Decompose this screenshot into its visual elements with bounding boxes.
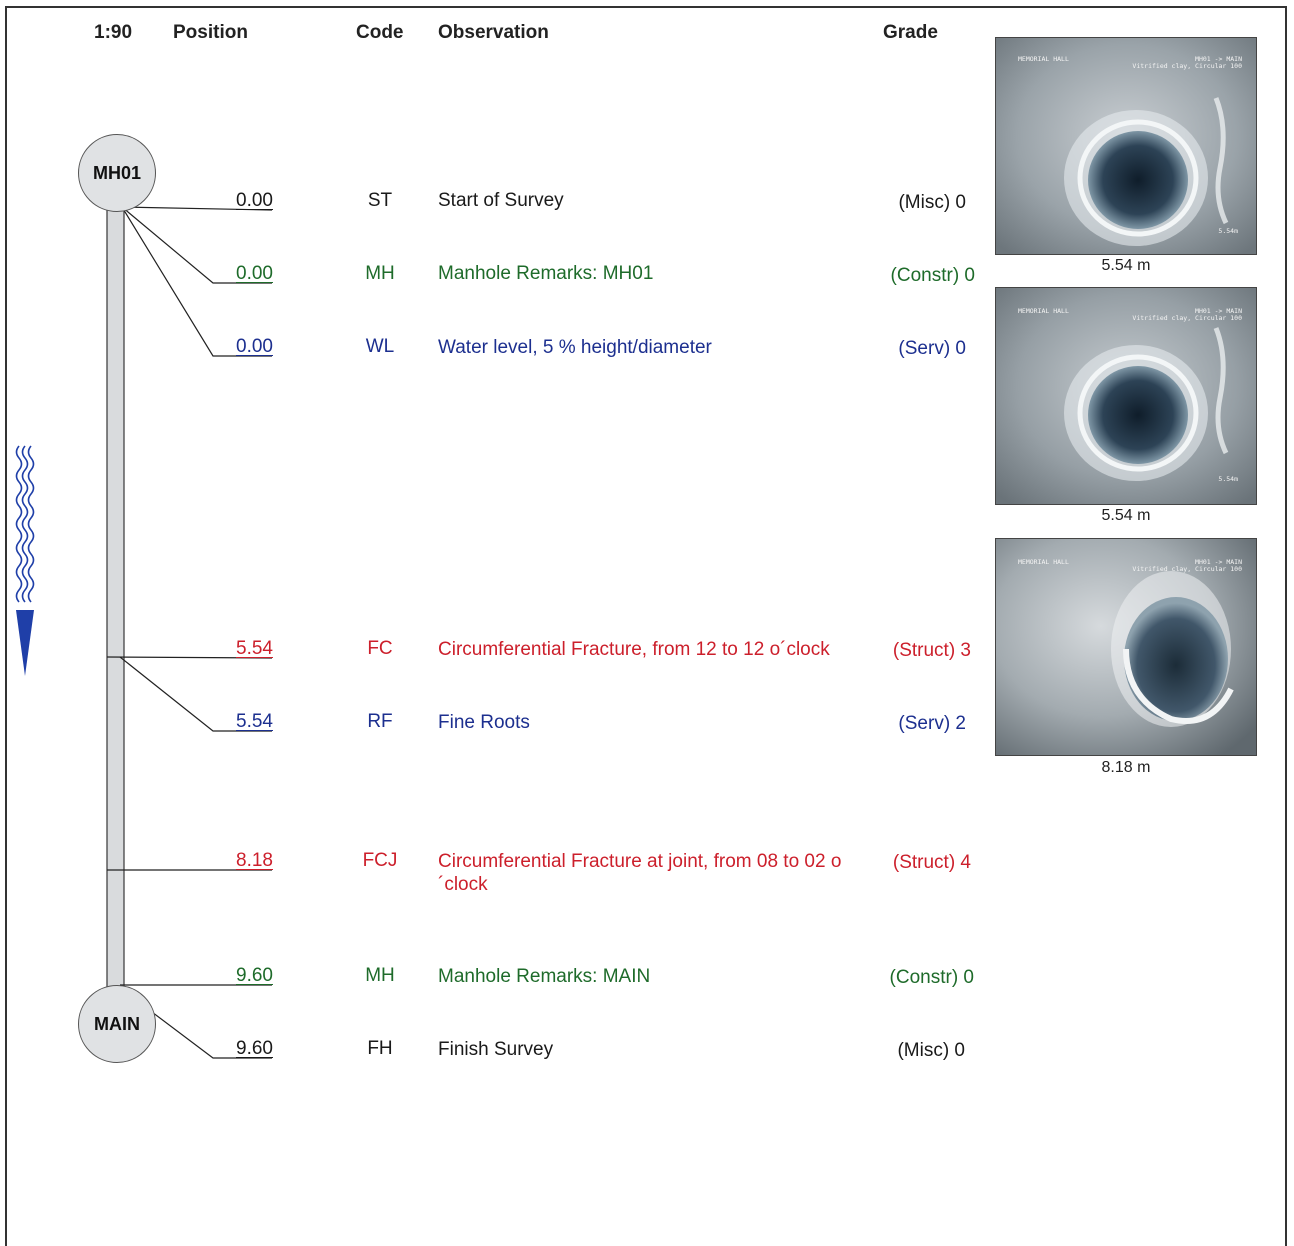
grade-value: (Constr) 0: [889, 967, 974, 988]
overlay-distance: 5.54m: [1218, 475, 1238, 483]
photo-caption: 8.18 m: [1101, 759, 1151, 776]
grade-value: (Misc) 0: [897, 1040, 965, 1061]
observation-text: Manhole Remarks: MH01: [438, 263, 654, 284]
leader-line: [135, 999, 272, 1059]
observation-text: Circumferential Fracture, from 12 to 12 …: [438, 639, 830, 660]
position-value: 9.60: [236, 965, 273, 986]
observation-text: Circumferential Fracture at joint, from …: [438, 851, 842, 895]
code-value: FCJ: [362, 850, 398, 871]
cctv-photo[interactable]: MEMORIAL HALL MH01 -> MAIN Vitrified cla…: [995, 287, 1257, 505]
pipe-interior-image: [996, 38, 1256, 254]
code-value: FC: [367, 638, 393, 659]
position-value: 8.18: [236, 850, 273, 871]
code-value: RF: [367, 711, 393, 732]
start-manhole-node: MH01: [78, 134, 156, 212]
cctv-photo[interactable]: MEMORIAL HALL MH01 -> MAIN Vitrified cla…: [995, 538, 1257, 756]
leader-line: [119, 656, 272, 732]
position-value: 0.00: [236, 190, 273, 211]
overlay-material: Vitrified clay, Circular 100: [1132, 565, 1242, 573]
grade-value: (Serv) 2: [898, 713, 966, 734]
leader-line: [119, 206, 273, 211]
code-value: ST: [367, 190, 393, 211]
observation-text: Start of Survey: [438, 190, 564, 211]
position-column-header: Position: [173, 22, 248, 43]
observation-text: Water level, 5 % height/diameter: [438, 337, 712, 358]
position-value: 5.54: [236, 711, 273, 732]
code-value: MH: [365, 263, 395, 284]
grade-value: (Struct) 4: [892, 852, 971, 873]
grade-value: (Serv) 0: [898, 338, 966, 359]
overlay-route: MH01 -> MAIN: [1195, 558, 1242, 566]
grade-column-header: Grade: [883, 22, 938, 43]
overlay-material: Vitrified clay, Circular 100: [1132, 62, 1242, 70]
photo-caption: 5.54 m: [1101, 507, 1151, 524]
pipe-interior-image: [996, 288, 1256, 504]
overlay-location: MEMORIAL HALL: [1018, 55, 1069, 63]
observation-text: Manhole Remarks: MAIN: [438, 966, 651, 987]
observation-text: Fine Roots: [438, 712, 530, 733]
code-value: FH: [367, 1038, 393, 1059]
leader-line: [121, 206, 272, 357]
grade-value: (Struct) 3: [892, 640, 971, 661]
overlay-material: Vitrified clay, Circular 100: [1132, 314, 1242, 322]
code-column-header: Code: [356, 22, 404, 43]
leader-line: [121, 206, 272, 284]
position-value: 0.00: [236, 336, 273, 357]
cctv-photo[interactable]: MEMORIAL HALL MH01 -> MAIN Vitrified cla…: [995, 37, 1257, 255]
position-value: 0.00: [236, 263, 273, 284]
end-manhole-node: MAIN: [78, 985, 156, 1063]
scale-label: 1:90: [94, 22, 133, 43]
overlay-route: MH01 -> MAIN: [1195, 55, 1242, 63]
overlay-route: MH01 -> MAIN: [1195, 307, 1242, 315]
overlay-location: MEMORIAL HALL: [1018, 307, 1069, 315]
grade-value: (Constr) 0: [890, 265, 975, 286]
photo-caption: 5.54 m: [1101, 257, 1151, 274]
code-value: WL: [365, 336, 395, 357]
leader-line: [106, 656, 273, 659]
position-value: 5.54: [236, 638, 273, 659]
overlay-location: MEMORIAL HALL: [1018, 558, 1069, 566]
position-value: 9.60: [236, 1038, 273, 1059]
overlay-distance: 5.54m: [1218, 227, 1238, 235]
observation-text: Finish Survey: [438, 1039, 554, 1060]
observation-column-header: Observation: [438, 22, 549, 43]
pipe-segment: [106, 199, 125, 993]
report-frame: [5, 6, 1287, 1246]
pipe-interior-image: [996, 539, 1256, 755]
flow-direction-arrow-icon: [15, 445, 35, 676]
code-value: MH: [365, 965, 395, 986]
grade-value: (Misc) 0: [898, 192, 966, 213]
